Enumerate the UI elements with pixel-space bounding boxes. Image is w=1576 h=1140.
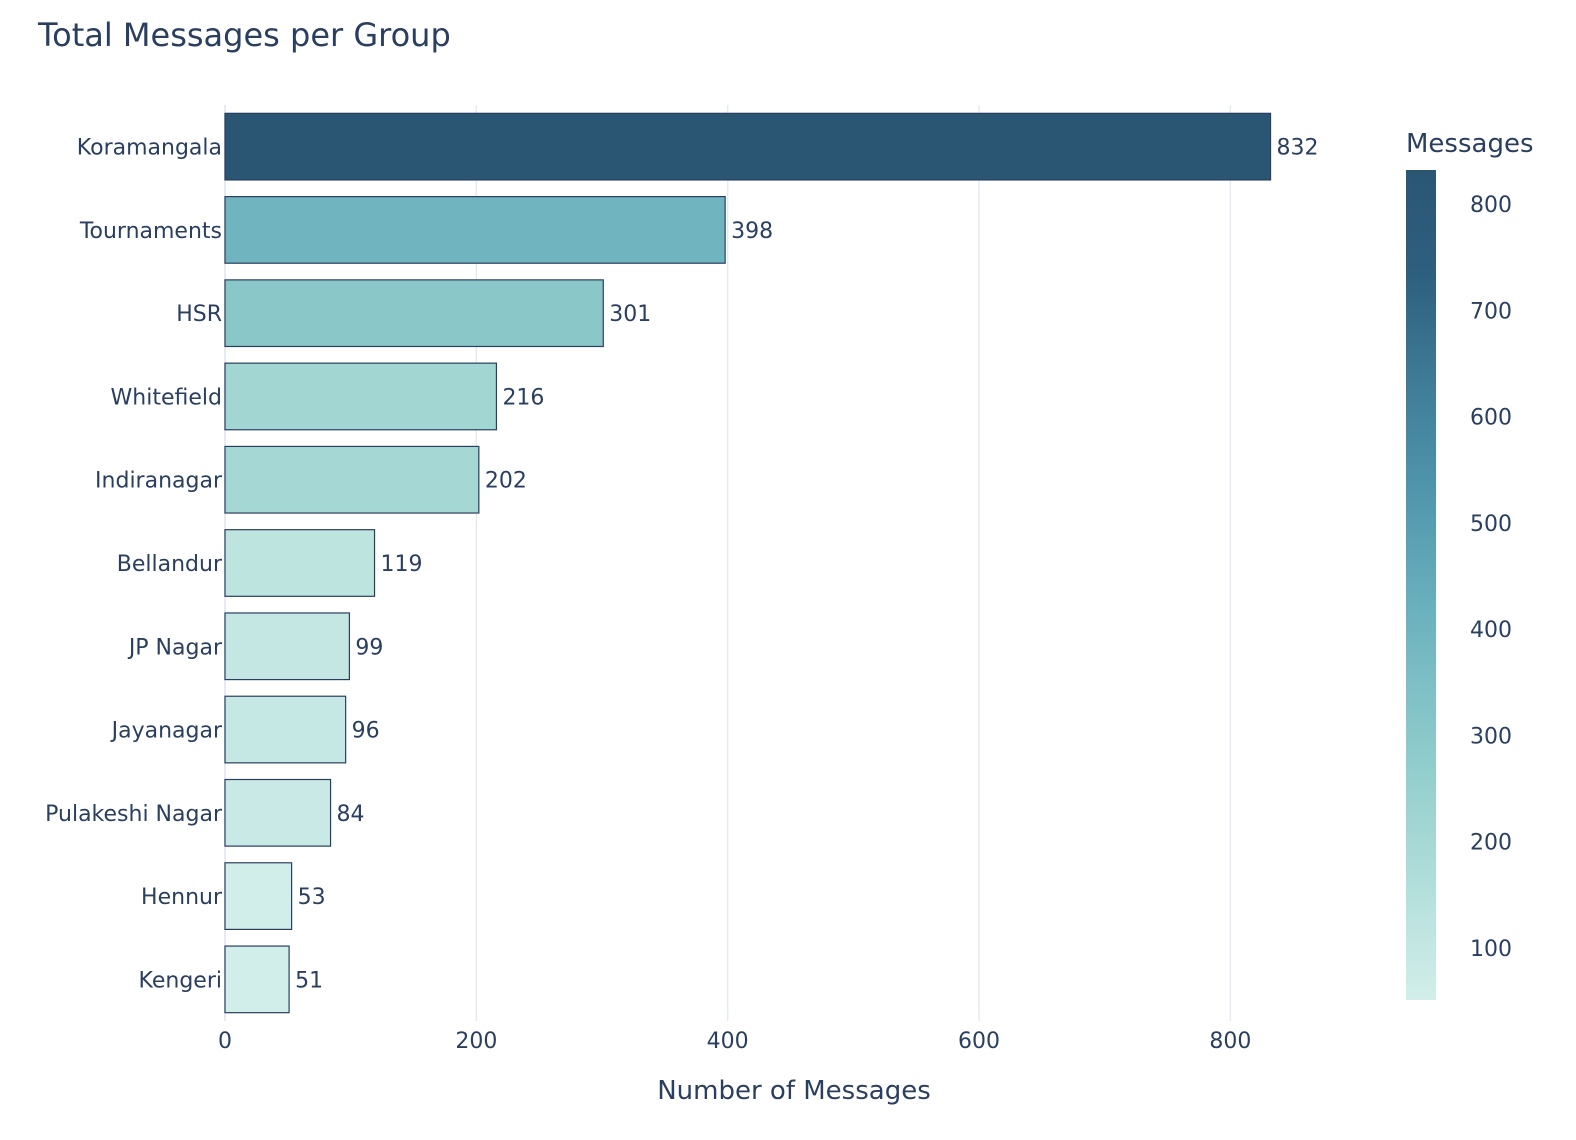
y-tick-label: Indiranagar xyxy=(95,469,223,494)
bar-jayanagar xyxy=(224,695,347,764)
bar-pulakeshi-nagar xyxy=(224,778,332,847)
x-axis-title: Number of Messages xyxy=(657,1076,931,1106)
y-tick-label: Hennur xyxy=(141,885,223,910)
data-label: 301 xyxy=(609,302,651,327)
y-tick-label: Pulakeshi Nagar xyxy=(45,802,223,827)
colorbar-tick-label: 700 xyxy=(1470,299,1512,324)
y-tick-label: HSR xyxy=(176,302,222,327)
data-label: 51 xyxy=(295,968,323,993)
chart-title: Total Messages per Group xyxy=(37,16,451,54)
y-tick-label: JP Nagar xyxy=(127,635,223,660)
colorbar-gradient xyxy=(1406,170,1436,1000)
colorbar-tick-label: 800 xyxy=(1470,193,1512,218)
colorbar-tick-labels: 100 200 300 400 500 600 700 800 xyxy=(1470,193,1512,962)
x-tick-label: 400 xyxy=(707,1029,749,1054)
bars xyxy=(224,112,1272,1014)
bar-jp-nagar xyxy=(224,612,351,681)
colorbar-tick-label: 600 xyxy=(1470,406,1512,431)
y-tick-label: Jayanagar xyxy=(110,719,223,744)
bar-koramangala xyxy=(224,112,1272,181)
bar-indiranagar xyxy=(224,445,480,514)
y-axis-labels: Koramangala Tournaments HSR Whitefield Indir… xyxy=(45,136,223,994)
bar-tournaments xyxy=(224,196,726,264)
bar-kengeri xyxy=(224,945,290,1014)
colorbar-tick-label: 200 xyxy=(1470,831,1512,856)
bar-hsr xyxy=(224,279,604,348)
x-axis-labels: 0 200 400 600 800 xyxy=(218,1029,1251,1054)
colorbar: Messages 100 200 300 400 500 600 700 800 xyxy=(1406,129,1534,1000)
data-labels: 832 398 301 216 202 119 99 96 84 53 51 xyxy=(295,136,1318,994)
data-label: 832 xyxy=(1277,136,1319,161)
colorbar-tick-label: 300 xyxy=(1470,724,1512,749)
x-tick-label: 600 xyxy=(958,1029,1000,1054)
data-label: 216 xyxy=(502,385,544,410)
colorbar-tick-label: 400 xyxy=(1470,618,1512,643)
data-label: 84 xyxy=(337,802,365,827)
data-label: 398 xyxy=(731,219,773,244)
data-label: 202 xyxy=(485,469,527,494)
data-label: 119 xyxy=(381,552,423,577)
colorbar-title: Messages xyxy=(1406,129,1534,159)
bar-bellandur xyxy=(224,529,376,597)
y-tick-label: Tournaments xyxy=(79,219,222,244)
x-tick-label: 200 xyxy=(455,1029,497,1054)
y-tick-label: Bellandur xyxy=(117,552,223,577)
data-label: 99 xyxy=(355,635,383,660)
bar-whitefield xyxy=(224,362,498,431)
x-tick-label: 0 xyxy=(218,1029,232,1054)
bar-hennur xyxy=(224,862,293,930)
y-tick-label: Koramangala xyxy=(77,136,222,161)
y-tick-label: Whitefield xyxy=(111,385,222,410)
data-label: 53 xyxy=(298,885,326,910)
x-tick-label: 800 xyxy=(1209,1029,1251,1054)
y-tick-label: Kengeri xyxy=(139,968,222,993)
colorbar-tick-label: 500 xyxy=(1470,512,1512,537)
colorbar-tick-label: 100 xyxy=(1470,937,1512,962)
data-label: 96 xyxy=(352,719,380,744)
